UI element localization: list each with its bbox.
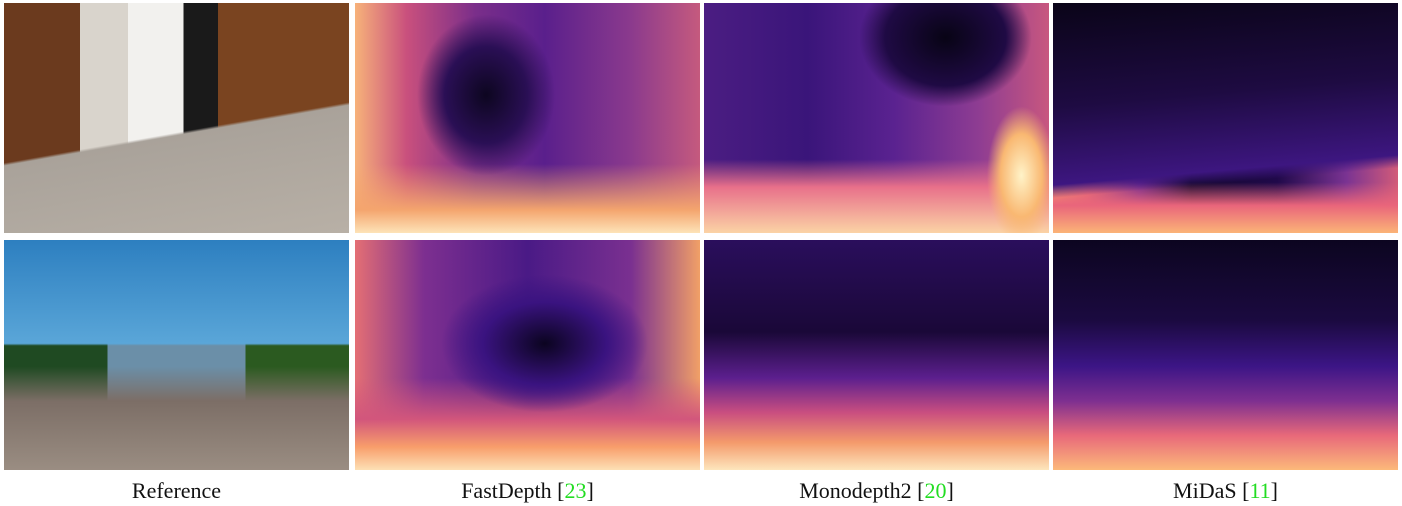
depth-map <box>1053 240 1398 470</box>
bracket: [ <box>1242 478 1250 503</box>
caption-label: Reference <box>131 478 222 503</box>
depth-map <box>355 3 700 233</box>
bracket: ] <box>1270 478 1278 503</box>
citation: 23 <box>564 478 587 503</box>
caption-label: MiDaS <box>1173 478 1237 503</box>
depth-map <box>1053 3 1398 233</box>
bracket: ] <box>586 478 594 503</box>
depth-map <box>704 3 1049 233</box>
caption-label: FastDepth <box>461 478 552 503</box>
reference-image <box>4 240 349 470</box>
caption: Reference <box>4 478 349 504</box>
caption: Monodepth2 [20] <box>704 478 1049 504</box>
depth-map <box>704 240 1049 470</box>
bracket: ] <box>946 478 954 503</box>
caption-label: Monodepth2 <box>799 478 912 503</box>
reference-image <box>4 3 349 233</box>
caption: MiDaS [11] <box>1053 478 1398 504</box>
depth-map <box>355 240 700 470</box>
bracket: [ <box>917 478 925 503</box>
bracket: [ <box>557 478 565 503</box>
citation: 11 <box>1249 478 1271 503</box>
citation: 20 <box>924 478 947 503</box>
caption: FastDepth [23] <box>355 478 700 504</box>
